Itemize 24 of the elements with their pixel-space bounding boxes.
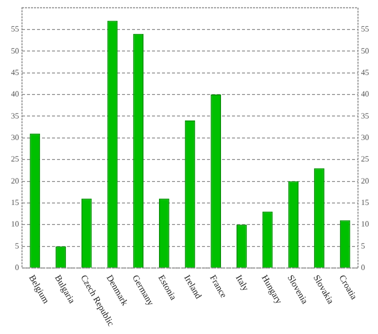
y-tick-label: 50 [11,46,19,56]
y-tick-label: 40 [11,90,19,99]
y-tick-label: 5 [15,241,19,250]
y2-tick-label: 40 [361,90,369,99]
y2-tick-label: 5 [361,241,365,250]
y2-tick-label: 45 [361,68,369,77]
y2-tick-label: 25 [361,154,369,164]
y2-tick-label: 35 [361,111,369,120]
y-tick-label: 45 [11,68,19,77]
y2-tick-label: 50 [361,46,369,56]
y-tick-label: 15 [11,198,19,208]
y2-tick-label: 0 [361,263,365,272]
y-tick-label: 20 [11,176,19,186]
y2-tick-label: 15 [361,198,369,208]
y2-tick-label: 30 [361,132,369,142]
y2-tick-label: 20 [361,176,369,186]
y-tick-label: 0 [15,263,19,272]
y2-tick-label: 10 [361,220,369,229]
y-tick-label: 10 [11,220,19,229]
y-tick-label: 30 [11,132,19,142]
y-tick-label: 25 [11,154,19,164]
y-tick-label: 55 [11,24,19,34]
y2-tick-label: 55 [361,24,369,34]
y-tick-label: 35 [11,111,19,120]
